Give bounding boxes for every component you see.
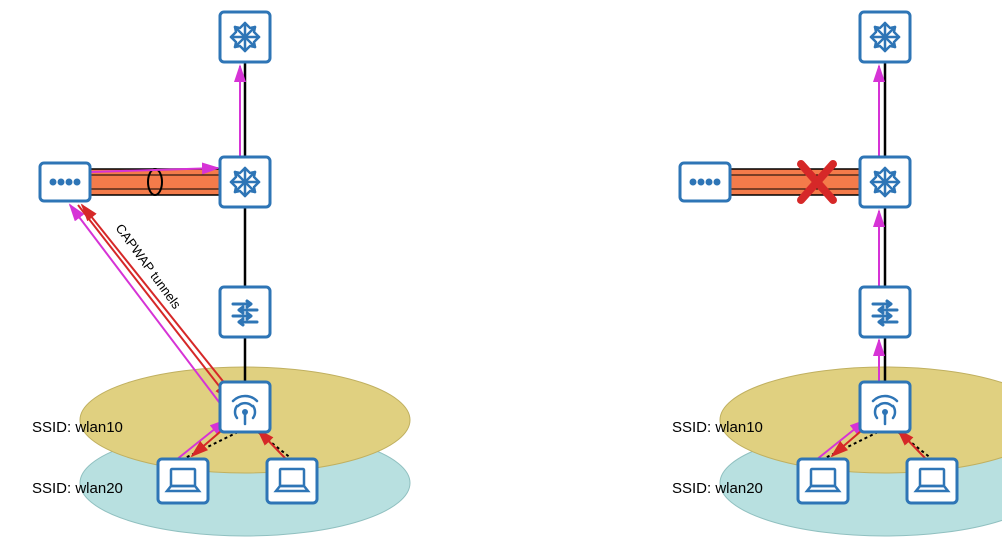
laptop1-icon — [158, 459, 208, 503]
flow-mag-2 — [70, 205, 222, 406]
ssid20-label-r: SSID: wlan20 — [672, 480, 763, 497]
flow-red-3 — [78, 205, 230, 400]
capwap-tunnel-r — [729, 169, 861, 195]
capwap-tunnel — [89, 169, 221, 195]
dist-switch-icon — [220, 157, 270, 207]
access-switch-icon-r — [860, 287, 910, 337]
ssid20-label: SSID: wlan20 — [32, 480, 123, 497]
ssid10-label-r: SSID: wlan10 — [672, 419, 763, 436]
laptop2-icon — [267, 459, 317, 503]
core-switch-icon-r — [860, 12, 910, 62]
wlc-icon — [40, 163, 90, 201]
ap-icon — [220, 382, 270, 432]
capwap-label: CAPWAP tunnels — [113, 221, 185, 312]
access-switch-icon — [220, 287, 270, 337]
right-diagram: SSID: wlan10 SSID: wlan20 — [672, 12, 1002, 536]
ap-icon-r — [860, 382, 910, 432]
laptop1-icon-r — [798, 459, 848, 503]
core-switch-icon — [220, 12, 270, 62]
flow-red-2 — [82, 205, 238, 400]
laptop2-icon-r — [907, 459, 957, 503]
dist-switch-icon-r — [860, 157, 910, 207]
ssid10-label: SSID: wlan10 — [32, 419, 123, 436]
wlc-icon-r — [680, 163, 730, 201]
left-diagram: CAPWAP tunnels SSID: wlan10 SSID: wlan20 — [32, 12, 410, 536]
